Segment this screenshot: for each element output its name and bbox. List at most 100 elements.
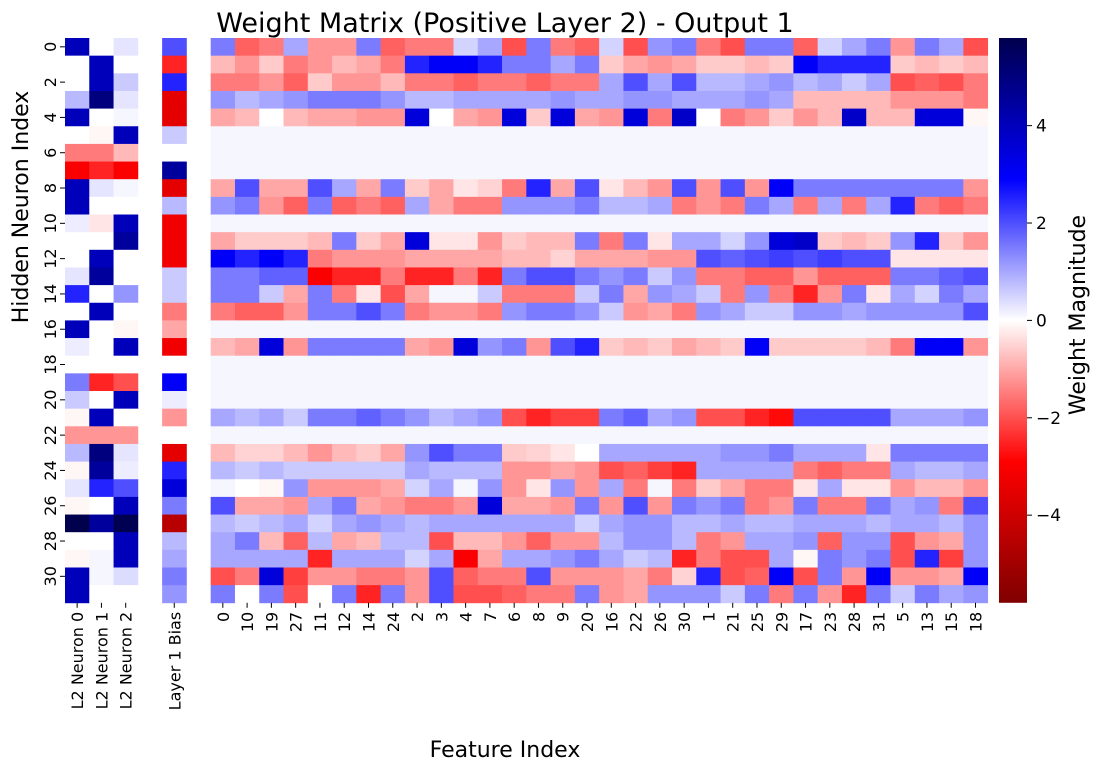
heatmap-cell [866, 426, 891, 445]
heatmap-cell [453, 249, 479, 268]
heatmap-cell [453, 55, 479, 74]
heatmap-cell [65, 73, 90, 92]
heatmap-cell [769, 143, 794, 162]
heatmap-cell [574, 267, 600, 286]
heatmap-cell [283, 249, 309, 268]
heatmap-cell [259, 179, 284, 198]
heatmap-cell [210, 338, 236, 357]
heatmap-cell [210, 373, 236, 392]
colorbar-tick-label: −4 [1036, 506, 1061, 526]
heatmap-cell [259, 302, 284, 321]
y-tick-label: 26 [41, 496, 60, 516]
colorbar-tick-label: 4 [1036, 117, 1047, 137]
heatmap-cell [429, 126, 454, 145]
heatmap-cell [696, 514, 721, 533]
heatmap-cell [672, 373, 697, 392]
heatmap-cell [113, 532, 139, 551]
heatmap-cell [453, 108, 479, 127]
heatmap-cell [259, 38, 284, 57]
heatmap-cell [623, 426, 649, 445]
heatmap-cell [380, 179, 406, 198]
heatmap-cell [841, 461, 867, 480]
heatmap-cell [477, 179, 503, 198]
heatmap-cell [914, 567, 940, 586]
heatmap-cell [477, 355, 503, 374]
heatmap-cell [89, 108, 114, 127]
heatmap-cell [841, 320, 867, 339]
heatmap-cell [380, 338, 406, 357]
heatmap-cell [332, 179, 357, 198]
heatmap-cell [841, 373, 867, 392]
heatmap-cell [526, 214, 551, 233]
heatmap-cell [599, 443, 624, 462]
heatmap-cell [429, 408, 454, 427]
x-tick-label: L2 Neuron 2 [117, 612, 136, 710]
heatmap-cell [502, 338, 527, 357]
heatmap-cell [113, 55, 139, 74]
heatmap-cell [234, 585, 260, 604]
x-tick-label: L2 Neuron 1 [92, 612, 111, 710]
heatmap-cell [696, 143, 721, 162]
heatmap-cell [210, 90, 236, 109]
heatmap-cell [574, 514, 600, 533]
heatmap-cell [404, 479, 430, 498]
heatmap-cell [453, 567, 479, 586]
heatmap-cell [234, 567, 260, 586]
heatmap-cell [939, 179, 964, 198]
heatmap-cell [696, 355, 721, 374]
heatmap-cell [502, 585, 527, 604]
heatmap-cell [453, 426, 479, 445]
heatmap-cell [307, 90, 333, 109]
heatmap-cell [841, 479, 867, 498]
heatmap-cell [65, 514, 90, 533]
heatmap-cell [502, 461, 527, 480]
heatmap-cell [502, 73, 527, 92]
heatmap-cell [914, 514, 940, 533]
heatmap-cell [866, 391, 891, 410]
heatmap-cell [307, 161, 333, 180]
heatmap-cell [453, 391, 479, 410]
heatmap-cell [404, 391, 430, 410]
heatmap-cell [380, 443, 406, 462]
heatmap-cell [744, 373, 770, 392]
heatmap-cell [672, 585, 697, 604]
heatmap-cell [380, 461, 406, 480]
heatmap-cell [404, 179, 430, 198]
heatmap-cell [817, 90, 843, 109]
y-tick-label: 22 [41, 425, 60, 445]
heatmap-cell [623, 302, 649, 321]
heatmap-cell [866, 338, 891, 357]
heatmap-cell [113, 267, 139, 286]
heatmap-cell [720, 38, 746, 57]
heatmap-cell [647, 249, 673, 268]
heatmap-cell [429, 338, 454, 357]
heatmap-cell [429, 373, 454, 392]
heatmap-cell [429, 214, 454, 233]
heatmap-cell [162, 426, 187, 445]
heatmap-cell [162, 567, 187, 586]
x-tick-label: 24 [384, 612, 403, 632]
heatmap-cell [599, 249, 624, 268]
y-tick-label: 14 [41, 284, 60, 304]
heatmap-cell [623, 391, 649, 410]
heatmap-cell [380, 249, 406, 268]
heatmap-cell [890, 143, 916, 162]
heatmap-cell [234, 532, 260, 551]
heatmap-cell [817, 73, 843, 92]
heatmap-cell [113, 408, 139, 427]
heatmap-cell [696, 320, 721, 339]
heatmap-cell [356, 232, 382, 251]
heatmap-cell [769, 320, 794, 339]
heatmap-cell [720, 355, 746, 374]
heatmap-cell [550, 108, 576, 127]
heatmap-cell [526, 443, 551, 462]
heatmap-cell [356, 179, 382, 198]
heatmap-cell [720, 73, 746, 92]
heatmap-cell [234, 179, 260, 198]
heatmap-cell [817, 567, 843, 586]
heatmap-cell [526, 90, 551, 109]
heatmap-cell [817, 426, 843, 445]
heatmap-cell [574, 249, 600, 268]
heatmap-cell [259, 391, 284, 410]
heatmap-cell [89, 338, 114, 357]
